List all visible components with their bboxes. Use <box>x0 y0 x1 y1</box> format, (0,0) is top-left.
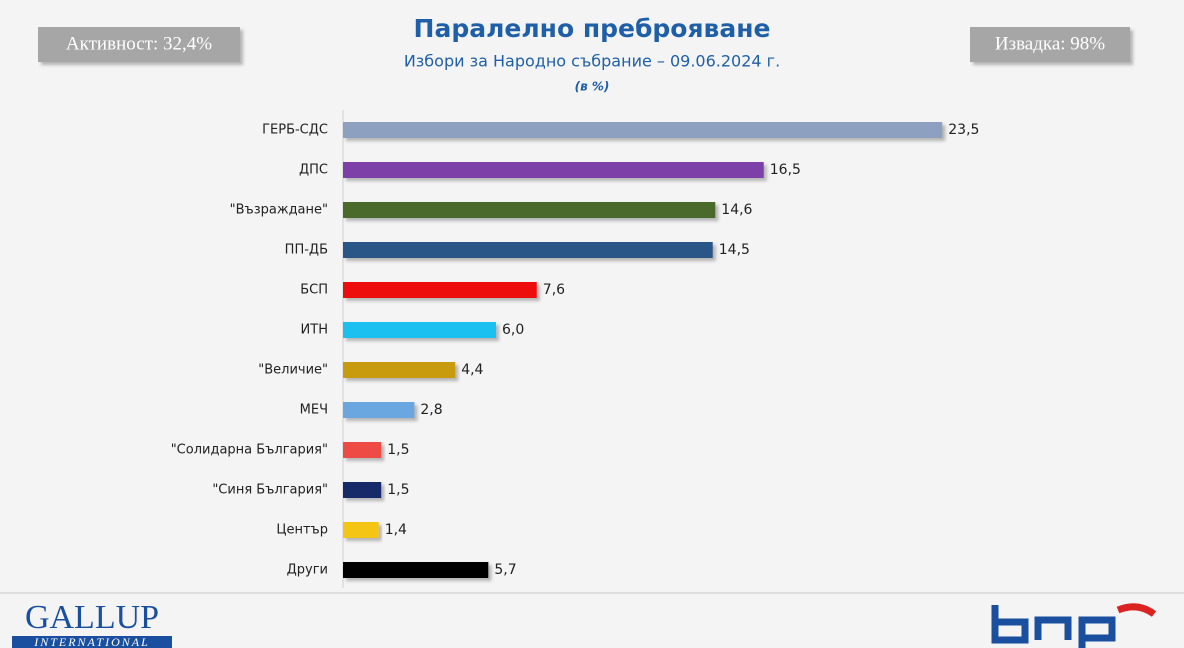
category-label: "Величие" <box>258 363 328 378</box>
category-label: БСП <box>300 283 328 298</box>
bar <box>343 362 456 378</box>
category-label: "Възраждане" <box>230 203 328 218</box>
chart-title: Паралелно преброяване <box>414 14 771 43</box>
value-label: 1,4 <box>385 522 407 538</box>
bar <box>343 282 537 298</box>
category-label: Други <box>287 563 328 578</box>
badge-box <box>38 27 240 62</box>
category-label: "Синя България" <box>212 483 328 498</box>
value-label: 6,0 <box>502 322 524 338</box>
value-label: 23,5 <box>948 122 979 138</box>
value-label: 7,6 <box>543 282 565 298</box>
chart-subtitle: Избори за Народно събрание – 09.06.2024 … <box>404 52 780 71</box>
value-label: 2,8 <box>420 402 442 418</box>
category-label: ГЕРБ-СДС <box>262 123 328 138</box>
turnout-badge: Активност: 32,4% <box>66 33 212 54</box>
category-label: Център <box>276 523 328 538</box>
sample-badge: Извадка: 98% <box>995 33 1105 54</box>
bar <box>343 202 716 218</box>
badge-box <box>970 27 1130 62</box>
unit-note: (в %) <box>575 80 610 94</box>
bar <box>343 522 379 538</box>
category-label: МЕЧ <box>300 403 328 418</box>
category-label: "Солидарна България" <box>171 443 328 458</box>
value-label: 4,4 <box>461 362 483 378</box>
value-label: 16,5 <box>770 162 801 178</box>
bar <box>343 442 382 458</box>
value-label: 1,5 <box>387 442 409 458</box>
bar <box>343 482 382 498</box>
value-label: 1,5 <box>387 482 409 498</box>
value-label: 5,7 <box>494 562 516 578</box>
value-label: 14,5 <box>719 242 750 258</box>
bar <box>343 122 943 138</box>
bar <box>343 322 496 338</box>
bar <box>343 402 415 418</box>
value-label: 14,6 <box>721 202 752 218</box>
logo-band <box>12 636 172 648</box>
bar <box>343 242 713 258</box>
bar <box>343 562 489 578</box>
logo-sub: INTERNATIONAL <box>33 635 150 648</box>
category-label: ПП-ДБ <box>285 243 328 258</box>
bar <box>343 162 764 178</box>
category-label: ИТН <box>301 323 328 338</box>
category-label: ДПС <box>299 163 328 178</box>
logo: GALLUP <box>25 599 159 636</box>
bnr-logo <box>991 603 1157 648</box>
